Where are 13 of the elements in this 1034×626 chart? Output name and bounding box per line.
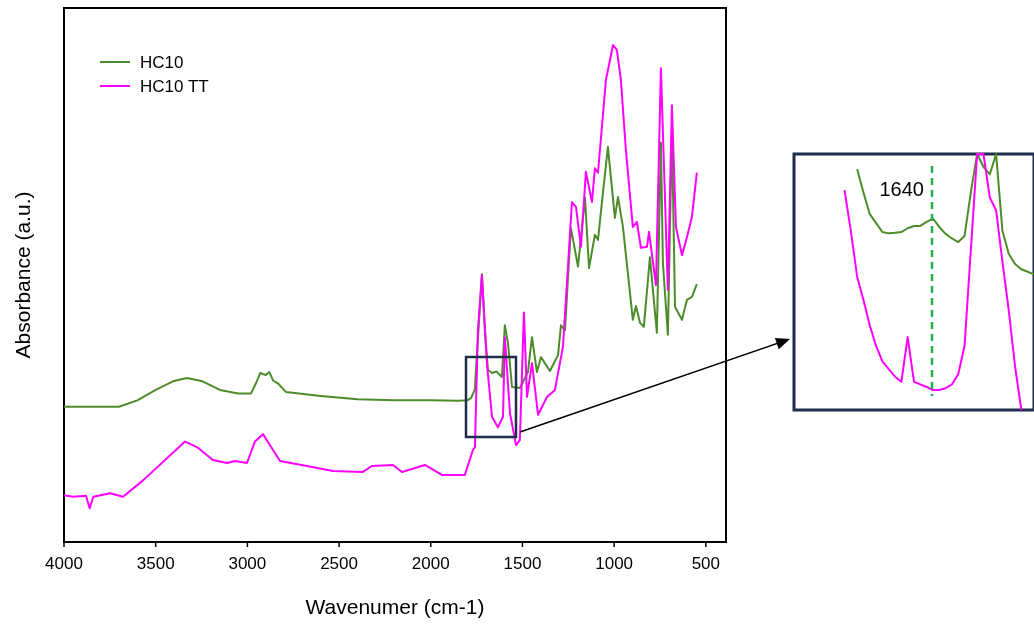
legend-label: HC10 <box>140 53 184 72</box>
x-tick-label: 1000 <box>595 554 634 573</box>
x-axis-title: Wavenumer (cm-1) <box>305 595 485 618</box>
x-tick-label: 3500 <box>136 554 175 573</box>
x-tick-label: 3000 <box>228 554 267 573</box>
x-tick-label: 2000 <box>411 554 450 573</box>
x-tick-label: 2500 <box>320 554 358 573</box>
x-tick-label: 1500 <box>503 554 542 573</box>
annotation: 1640 <box>879 178 924 200</box>
x-tick-label: 4000 <box>45 554 83 573</box>
legend-label: HC10 TT <box>140 77 209 96</box>
y-axis-title: Absorbance (a.u.) <box>11 191 34 359</box>
x-tick-label: 500 <box>691 554 721 573</box>
